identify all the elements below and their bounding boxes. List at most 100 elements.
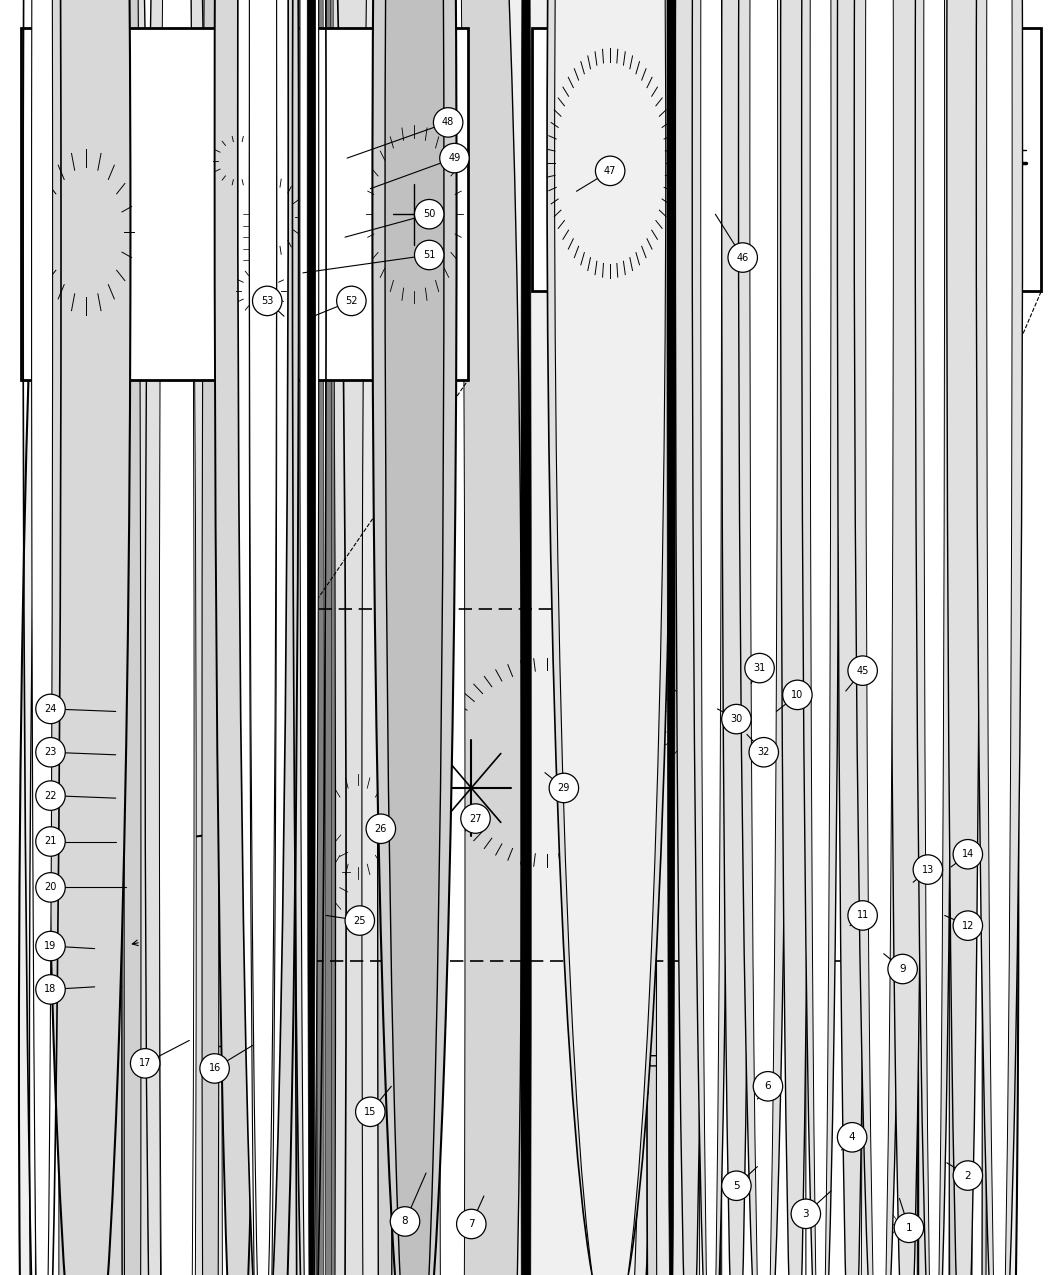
Ellipse shape (814, 0, 848, 1275)
Ellipse shape (693, 0, 727, 1275)
Ellipse shape (987, 0, 1012, 1275)
Text: 1: 1 (906, 1223, 912, 1233)
Ellipse shape (249, 0, 277, 1275)
Ellipse shape (762, 0, 800, 1275)
Circle shape (200, 1053, 229, 1084)
Ellipse shape (185, 0, 198, 1275)
Text: 30: 30 (730, 714, 743, 724)
Ellipse shape (734, 0, 781, 1275)
Polygon shape (591, 1056, 614, 1066)
Ellipse shape (325, 0, 331, 1275)
Circle shape (366, 813, 396, 844)
Ellipse shape (700, 0, 721, 1275)
Ellipse shape (312, 0, 350, 1275)
Circle shape (894, 1213, 924, 1243)
Ellipse shape (879, 0, 917, 1275)
Text: 5: 5 (733, 1181, 740, 1191)
Ellipse shape (656, 0, 690, 1275)
Circle shape (749, 737, 778, 768)
Ellipse shape (972, 0, 983, 1275)
Ellipse shape (222, 0, 235, 1275)
Ellipse shape (160, 0, 195, 1275)
Ellipse shape (255, 0, 267, 1275)
Ellipse shape (325, 0, 331, 1275)
Text: 23: 23 (44, 747, 57, 757)
Text: 47: 47 (604, 166, 616, 176)
Ellipse shape (806, 0, 848, 1275)
Circle shape (356, 1096, 385, 1127)
Ellipse shape (255, 0, 267, 1275)
Ellipse shape (823, 0, 852, 1275)
Ellipse shape (938, 0, 949, 1275)
Text: 15: 15 (364, 1107, 377, 1117)
Ellipse shape (422, 0, 432, 1275)
Ellipse shape (310, 0, 317, 1275)
Ellipse shape (410, 0, 448, 1275)
Circle shape (791, 1198, 821, 1229)
Ellipse shape (775, 0, 798, 1275)
Ellipse shape (328, 0, 335, 1275)
Ellipse shape (437, 0, 658, 1275)
Ellipse shape (252, 0, 299, 1275)
Ellipse shape (48, 0, 95, 1275)
Circle shape (390, 1206, 420, 1237)
Ellipse shape (770, 0, 791, 1275)
Circle shape (36, 737, 65, 768)
Text: 19: 19 (44, 941, 57, 951)
Circle shape (722, 1170, 751, 1201)
Text: 18: 18 (44, 984, 57, 995)
Circle shape (913, 854, 943, 885)
Ellipse shape (547, 0, 673, 1275)
Ellipse shape (318, 0, 324, 1275)
Ellipse shape (29, 0, 114, 1275)
Ellipse shape (736, 0, 774, 1275)
Text: 48: 48 (442, 117, 454, 128)
Text: 25: 25 (353, 915, 366, 926)
Circle shape (36, 826, 65, 857)
Circle shape (728, 242, 757, 273)
Ellipse shape (176, 0, 188, 1275)
Text: 45: 45 (856, 666, 869, 676)
Ellipse shape (554, 0, 666, 1275)
Circle shape (461, 803, 490, 834)
Ellipse shape (296, 0, 346, 1275)
Circle shape (457, 1209, 486, 1239)
Circle shape (36, 694, 65, 724)
Ellipse shape (732, 0, 753, 1275)
Ellipse shape (379, 0, 425, 1275)
Ellipse shape (822, 0, 841, 1275)
Polygon shape (658, 1066, 694, 1112)
Ellipse shape (667, 0, 675, 1275)
Circle shape (848, 900, 877, 931)
Ellipse shape (793, 0, 814, 1275)
Circle shape (440, 143, 469, 173)
Ellipse shape (162, 0, 191, 1275)
Ellipse shape (865, 0, 903, 1275)
Text: 46: 46 (736, 252, 749, 263)
Ellipse shape (842, 0, 863, 1275)
Circle shape (953, 910, 983, 941)
Ellipse shape (378, 0, 392, 1275)
Circle shape (745, 653, 774, 683)
Bar (21, 28, 468, 380)
Circle shape (549, 773, 579, 803)
Ellipse shape (46, 0, 59, 1275)
Ellipse shape (300, 0, 319, 1275)
Bar (310, 609, 905, 961)
Text: 6: 6 (765, 1081, 771, 1091)
Ellipse shape (722, 0, 743, 1275)
Ellipse shape (32, 0, 53, 1275)
Text: 32: 32 (757, 747, 770, 757)
Ellipse shape (750, 0, 777, 1275)
Text: 51: 51 (423, 250, 436, 260)
Polygon shape (366, 1046, 694, 1239)
Ellipse shape (869, 0, 928, 1275)
Ellipse shape (768, 0, 806, 1275)
Ellipse shape (385, 0, 444, 1275)
Text: 20: 20 (44, 882, 57, 892)
Circle shape (753, 1071, 783, 1102)
Text: 4: 4 (849, 1132, 855, 1142)
Ellipse shape (287, 0, 300, 1275)
Text: 49: 49 (448, 153, 461, 163)
Circle shape (345, 905, 375, 936)
